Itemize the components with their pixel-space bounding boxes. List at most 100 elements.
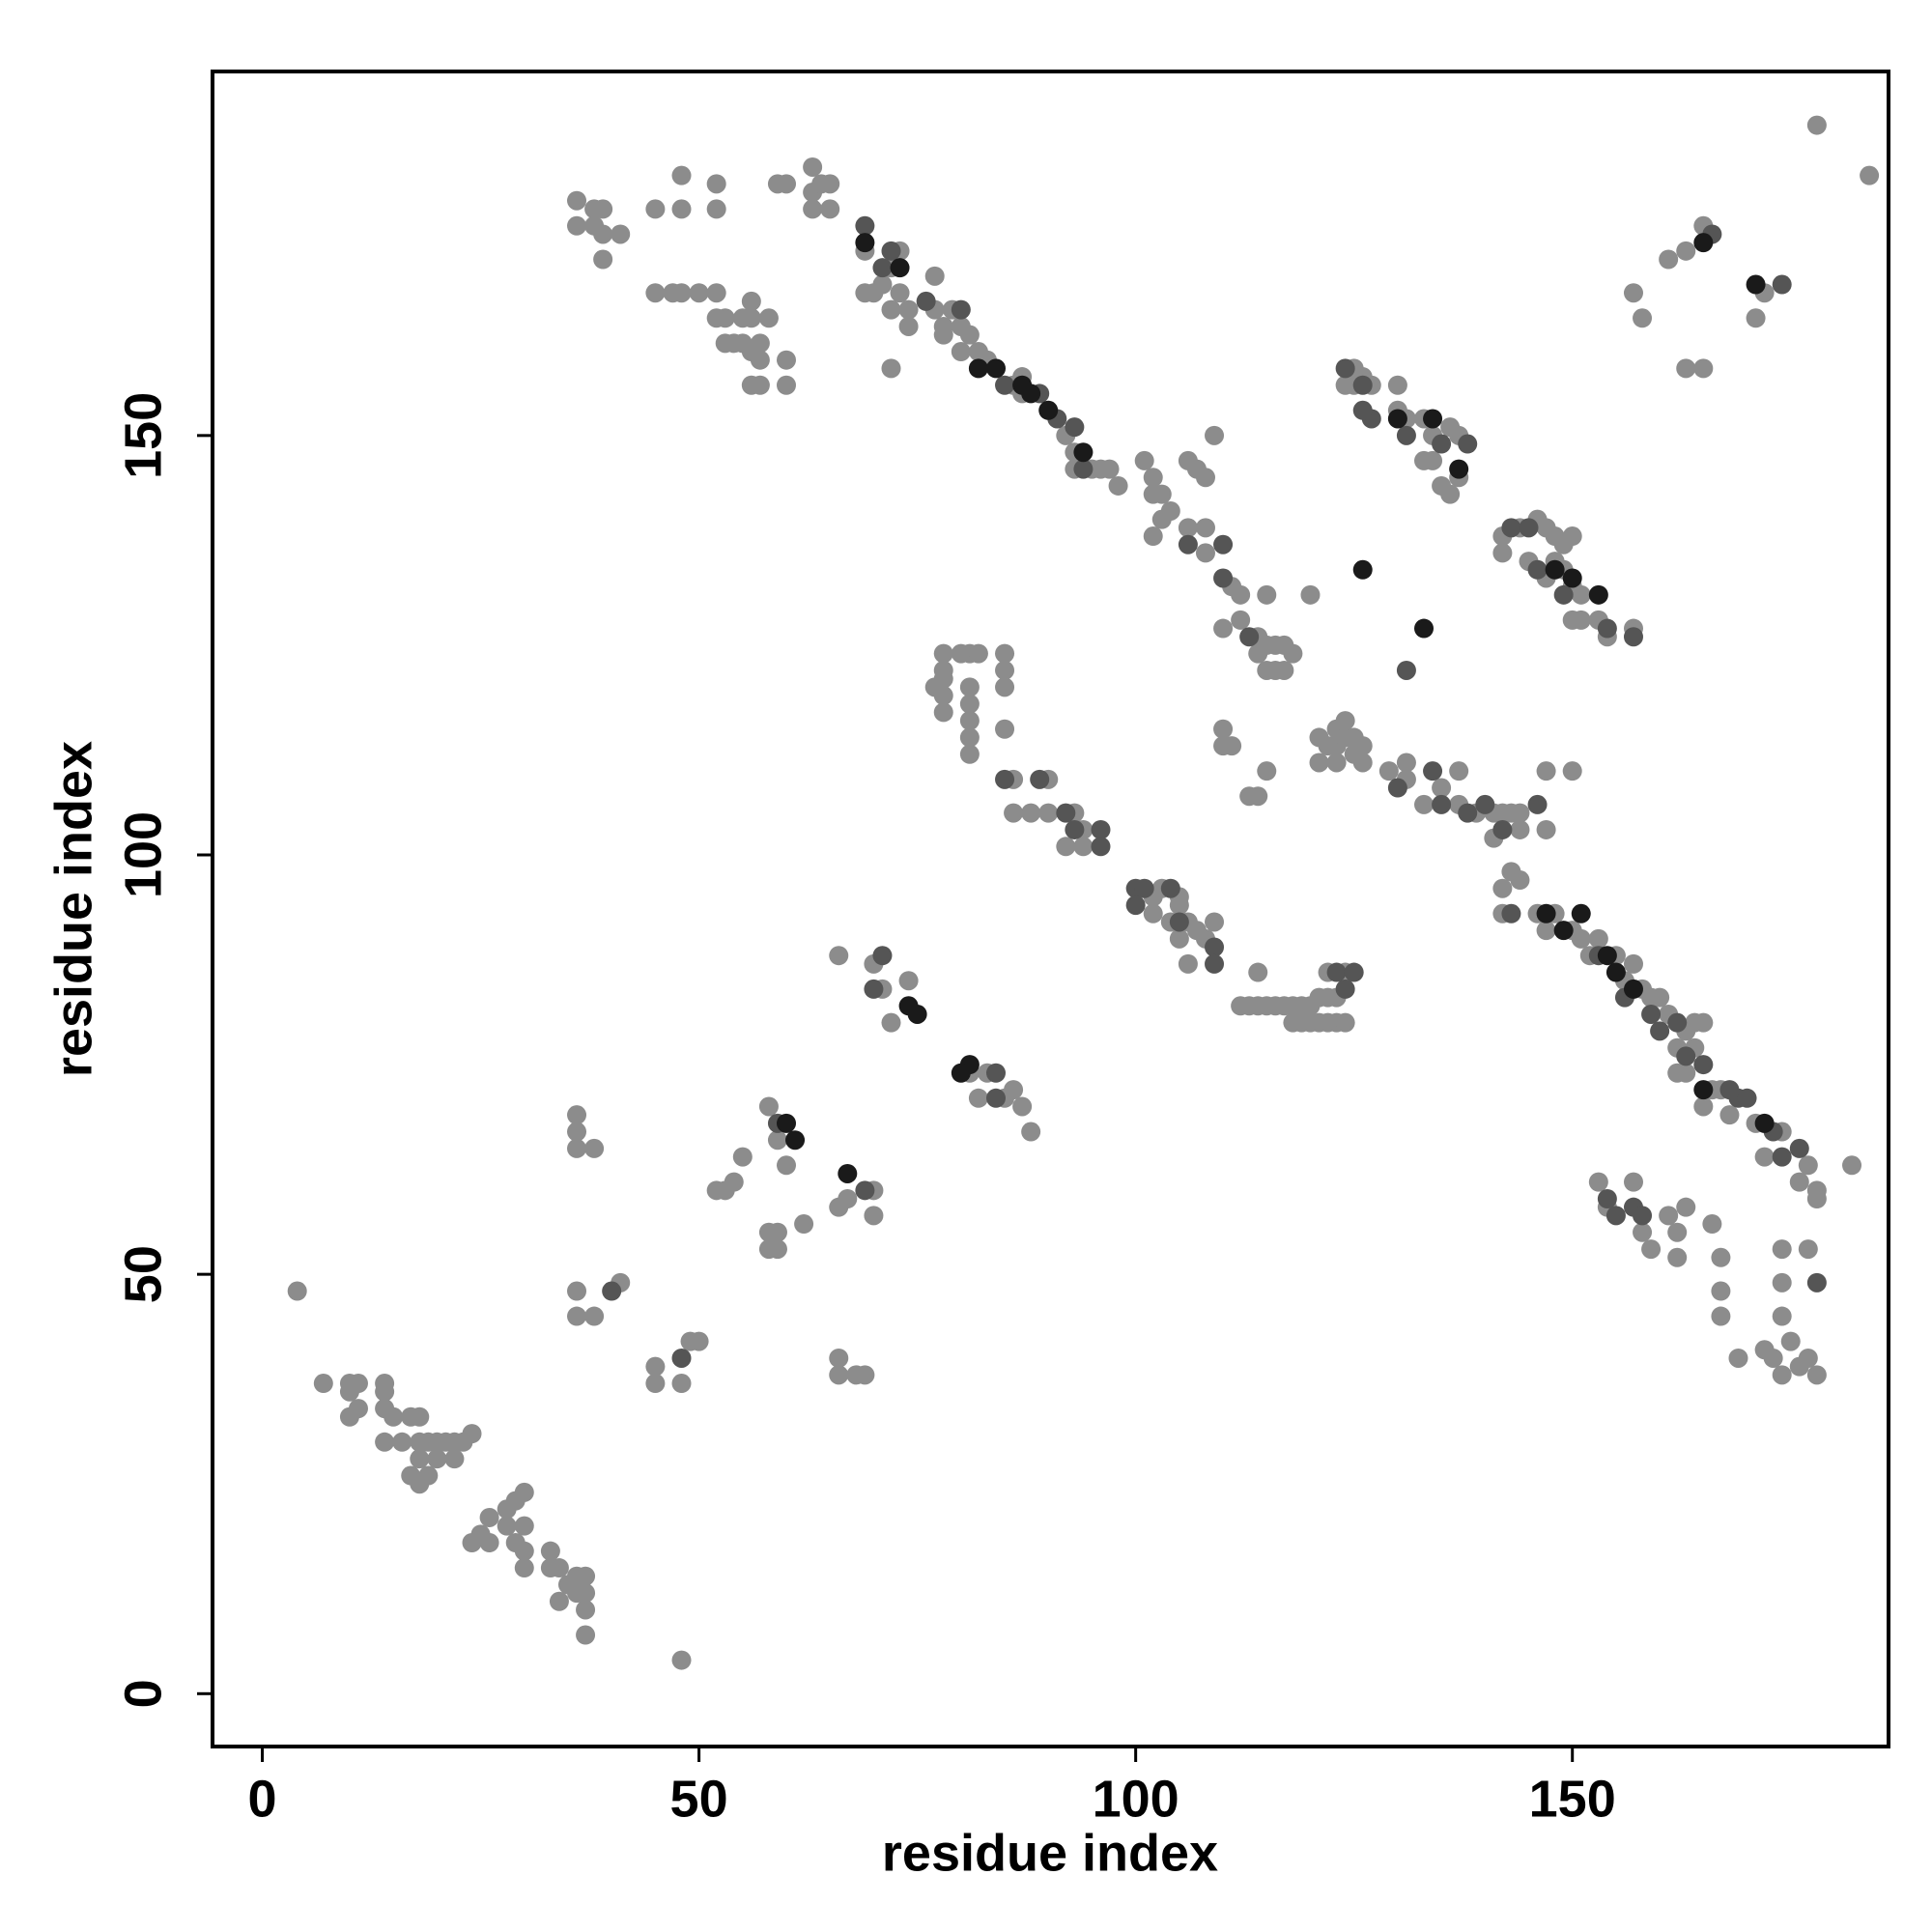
contact-point (959, 677, 980, 697)
contact-point (1798, 1239, 1818, 1260)
contact-point (1806, 1365, 1827, 1385)
contact-point (706, 283, 726, 303)
contact-point (1248, 962, 1268, 982)
contact-point (959, 727, 980, 748)
contact-point (1693, 233, 1714, 253)
contact-point (1772, 1365, 1792, 1385)
contact-point (1352, 400, 1373, 420)
contact-point (1667, 1012, 1688, 1033)
contact-point (995, 643, 1015, 664)
contact-point (1178, 534, 1198, 554)
contact-point (567, 1306, 587, 1326)
contact-point (1449, 459, 1469, 479)
contact-point (479, 1533, 499, 1553)
contact-point (1178, 953, 1198, 974)
contact-point (1623, 1172, 1643, 1192)
contact-point (645, 199, 666, 219)
contact-point (593, 224, 613, 244)
contact-point (1387, 409, 1407, 429)
contact-point (645, 1356, 666, 1377)
contact-point (1746, 308, 1766, 328)
contact-point (881, 1012, 901, 1033)
contact-point (671, 283, 692, 303)
contact-point (864, 1206, 884, 1226)
contact-point (777, 350, 797, 370)
contact-point (1326, 962, 1347, 982)
contact-point (933, 702, 953, 723)
contact-point (1806, 1272, 1827, 1293)
contact-point (645, 283, 666, 303)
contact-point (951, 299, 971, 320)
contact-point (1143, 468, 1163, 488)
contact-point (1650, 1021, 1670, 1041)
contact-point (1257, 584, 1277, 605)
contact-point (1536, 761, 1556, 781)
contact-point (1806, 1188, 1827, 1208)
contact-point (1562, 526, 1582, 547)
contact-point (1772, 1239, 1792, 1260)
contact-point (375, 1381, 395, 1402)
contact-point (1772, 1306, 1792, 1326)
contact-point (741, 291, 761, 311)
contact-point (418, 1465, 439, 1486)
contact-point (872, 258, 893, 278)
contact-point (1073, 442, 1094, 463)
y-tick-label: 150 (114, 392, 172, 479)
contact-point (1475, 794, 1495, 814)
contact-point (1222, 736, 1242, 756)
contact-point (1605, 962, 1626, 982)
contact-point (968, 1088, 988, 1108)
contact-point (1065, 417, 1085, 438)
contact-point (514, 1541, 534, 1561)
contact-point (1527, 559, 1548, 580)
contact-point (1588, 928, 1608, 949)
contact-point (803, 156, 823, 177)
contact-point (1711, 1281, 1731, 1301)
contact-point (1396, 753, 1416, 773)
contact-point (567, 1138, 587, 1158)
contact-point (767, 1239, 787, 1260)
contact-point (1711, 1247, 1731, 1267)
contact-point (1056, 837, 1076, 857)
contact-point (1160, 878, 1180, 898)
contact-point (898, 971, 919, 991)
contact-point (1458, 803, 1478, 823)
contact-point (820, 199, 840, 219)
contact-point (1623, 953, 1643, 974)
contact-point (1510, 870, 1530, 891)
contact-point (1597, 946, 1617, 966)
contact-point (584, 1138, 605, 1158)
contact-point (689, 283, 709, 303)
contact-point (1737, 1088, 1757, 1108)
contact-point (924, 266, 945, 286)
contact-point (794, 1214, 814, 1235)
contact-point (1676, 1046, 1696, 1066)
contact-point (741, 308, 761, 328)
contact-point (1641, 1004, 1662, 1024)
contact-point (968, 358, 988, 379)
contact-point (1510, 803, 1530, 823)
contact-point (549, 1591, 569, 1611)
contact-point (1650, 987, 1670, 1008)
contact-point (1030, 769, 1050, 789)
contact-point (567, 190, 587, 211)
contact-point (540, 1541, 560, 1561)
contact-point (924, 677, 945, 697)
contact-point (1693, 1096, 1714, 1117)
contact-point (1641, 1239, 1662, 1260)
contact-point (1108, 475, 1128, 496)
contact-point (1352, 559, 1373, 580)
contact-point (1746, 274, 1766, 295)
contact-point (1571, 903, 1591, 923)
contact-point (1151, 484, 1172, 504)
contact-point (1021, 803, 1041, 823)
contact-point (602, 1281, 622, 1301)
contact-point (1536, 921, 1556, 941)
contact-point (864, 979, 884, 999)
contact-point (1860, 165, 1880, 185)
contact-point (567, 215, 587, 236)
contact-point (985, 1063, 1006, 1083)
contact-point (549, 1558, 569, 1578)
contact-point (758, 308, 779, 328)
